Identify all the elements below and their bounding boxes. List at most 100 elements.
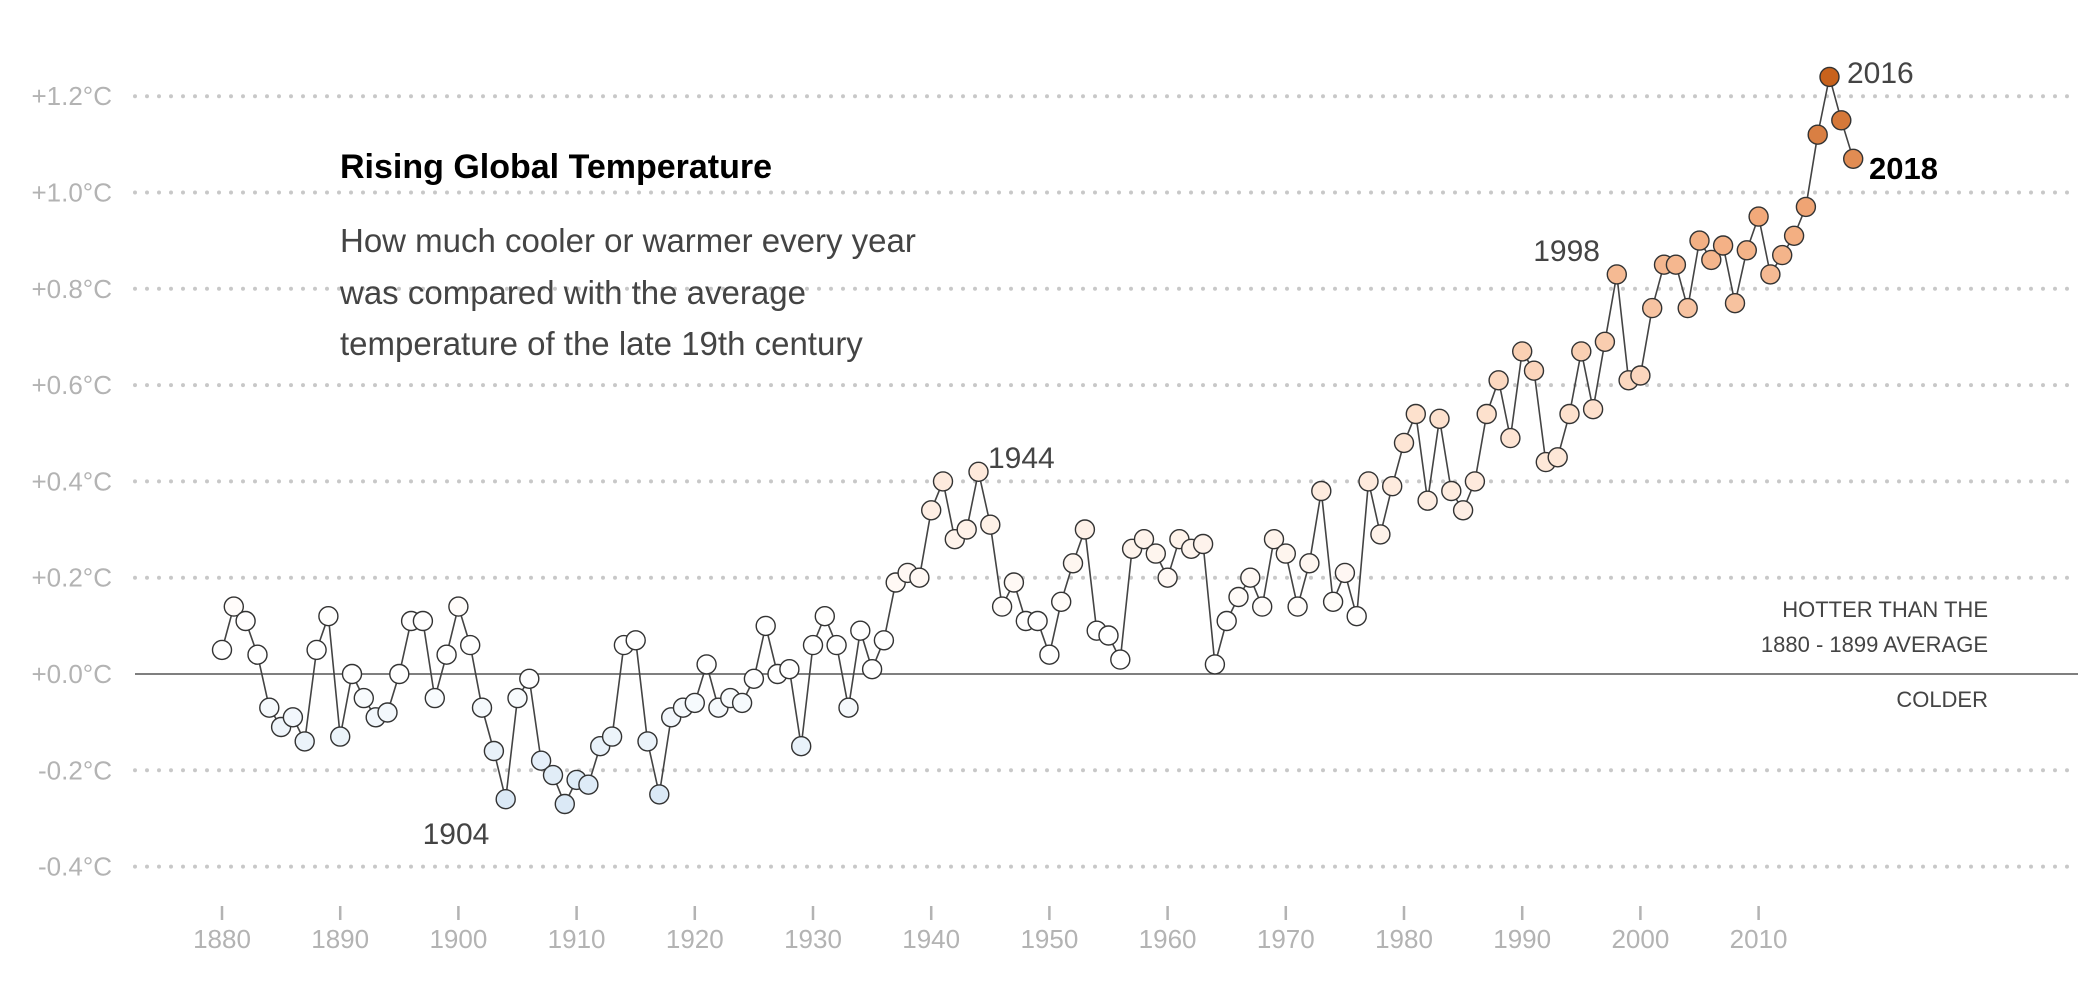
hotter-label-line-1: HOTTER THAN THE xyxy=(1782,597,1988,622)
x-tick-label: 1990 xyxy=(1493,924,1551,954)
data-point-1943 xyxy=(956,519,977,540)
data-point-2016 xyxy=(1819,66,1840,88)
hotter-label-line-2: 1880 - 1899 AVERAGE xyxy=(1761,632,1988,657)
data-point-1960 xyxy=(1157,567,1178,588)
data-point-2008 xyxy=(1724,293,1746,314)
data-point-1990 xyxy=(1511,341,1533,362)
x-tick-label: 1960 xyxy=(1139,924,1197,954)
y-tick-label: +0.6°C xyxy=(31,370,112,400)
data-point-1913 xyxy=(601,726,623,747)
data-point-1951 xyxy=(1050,591,1072,612)
data-point-1925 xyxy=(743,668,765,689)
annotation-1944: 1944 xyxy=(988,442,1055,475)
x-tick-label: 1970 xyxy=(1257,924,1315,954)
x-tick-label: 1880 xyxy=(193,924,251,954)
data-point-1907 xyxy=(530,750,552,771)
data-point-2013 xyxy=(1783,225,1805,247)
x-tick-label: 1900 xyxy=(429,924,487,954)
data-point-2000 xyxy=(1630,365,1651,386)
gridlines xyxy=(133,94,2080,869)
data-point-2018 xyxy=(1842,148,1864,170)
data-point-1935 xyxy=(861,659,883,680)
data-point-1902 xyxy=(471,697,493,718)
data-point-1916 xyxy=(637,731,658,752)
colder-label: COLDER xyxy=(1896,687,1988,712)
data-point-1905 xyxy=(507,687,528,709)
data-point-1904 xyxy=(495,789,516,810)
y-tick-label: +0.2°C xyxy=(31,563,112,593)
data-point-1972 xyxy=(1299,553,1320,574)
data-point-2007 xyxy=(1712,235,1734,256)
x-tick-label: 1920 xyxy=(666,924,724,954)
data-point-1976 xyxy=(1346,606,1367,627)
data-point-1946 xyxy=(991,596,1013,617)
data-point-1971 xyxy=(1287,596,1308,617)
data-point-1988 xyxy=(1488,370,1509,391)
data-point-1980 xyxy=(1393,432,1415,454)
data-point-1929 xyxy=(791,736,812,757)
data-point-1911 xyxy=(578,774,599,795)
y-tick-label: +0.8°C xyxy=(31,274,112,304)
data-point-1901 xyxy=(460,634,481,656)
data-point-2015 xyxy=(1807,124,1828,145)
data-point-1899 xyxy=(436,644,457,665)
data-point-2017 xyxy=(1831,110,1852,131)
data-point-1920 xyxy=(684,692,705,714)
data-point-1973 xyxy=(1311,480,1332,502)
data-point-1984 xyxy=(1441,480,1462,502)
chart-subtitle-line-1: How much cooler or warmer every year xyxy=(340,222,916,259)
chart-subtitle-line-3: temperature of the late 19th century xyxy=(340,325,863,362)
data-point-1887 xyxy=(294,731,315,752)
annotation-2018: 2018 xyxy=(1869,151,1938,186)
data-point-1880 xyxy=(211,639,233,661)
data-point-1953 xyxy=(1074,519,1096,540)
data-point-2011 xyxy=(1760,264,1781,285)
x-tick-label: 1890 xyxy=(311,924,369,954)
data-point-2006 xyxy=(1701,249,1722,271)
data-point-1991 xyxy=(1523,360,1545,381)
data-point-1964 xyxy=(1204,654,1226,675)
y-tick-label: -0.4°C xyxy=(38,852,112,882)
data-point-1890 xyxy=(330,726,351,747)
data-point-1903 xyxy=(483,740,505,762)
data-point-1894 xyxy=(377,702,398,723)
x-tick-label: 1930 xyxy=(784,924,842,954)
chart-subtitle-line-2: was compared with the average xyxy=(339,274,806,311)
data-point-1977 xyxy=(1358,471,1379,492)
annotation-2016: 2016 xyxy=(1847,57,1914,90)
data-point-1915 xyxy=(625,630,646,651)
data-point-1979 xyxy=(1381,476,1403,497)
data-point-1950 xyxy=(1039,644,1060,665)
data-point-1952 xyxy=(1062,553,1084,574)
data-point-1895 xyxy=(389,663,410,685)
data-point-2004 xyxy=(1677,297,1698,319)
x-axis-ticks: 1880 1890 1900 1910 1920 1930 1940 1950 1960 1970… xyxy=(193,906,1788,954)
data-point-1959 xyxy=(1145,543,1167,564)
y-tick-label: -0.2°C xyxy=(38,755,112,785)
x-tick-label: 2010 xyxy=(1730,924,1788,954)
data-point-1985 xyxy=(1452,500,1474,521)
data-point-1933 xyxy=(838,697,859,718)
data-point-1982 xyxy=(1417,490,1438,511)
data-point-1965 xyxy=(1216,610,1237,632)
data-point-1978 xyxy=(1370,524,1391,545)
data-point-2001 xyxy=(1641,297,1663,319)
data-point-1998 xyxy=(1606,264,1628,285)
data-point-1963 xyxy=(1192,533,1214,555)
data-point-1983 xyxy=(1429,408,1450,429)
data-point-1949 xyxy=(1027,610,1048,632)
data-point-1940 xyxy=(921,500,942,521)
data-point-2014 xyxy=(1795,196,1817,218)
data-point-1888 xyxy=(306,639,327,661)
data-point-1939 xyxy=(909,567,930,588)
data-point-1883 xyxy=(247,644,268,665)
data-point-1886 xyxy=(282,707,304,728)
data-point-1891 xyxy=(341,663,363,685)
data-point-1889 xyxy=(318,606,339,627)
data-point-1924 xyxy=(731,692,753,714)
x-tick-label: 1910 xyxy=(548,924,606,954)
data-point-1908 xyxy=(542,764,564,786)
data-point-1921 xyxy=(696,654,717,675)
